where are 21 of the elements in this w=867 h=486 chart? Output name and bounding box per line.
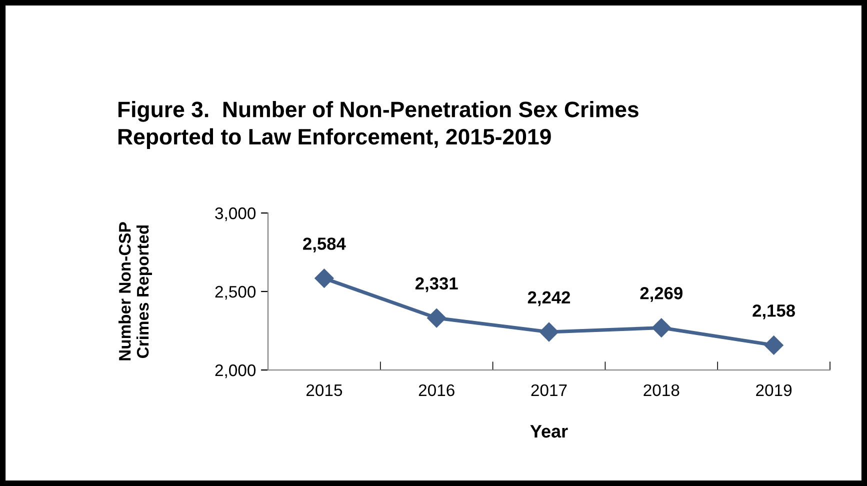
point xyxy=(652,318,671,338)
x-tick-label: 2016 xyxy=(418,384,454,396)
chart-title: Figure 3. Number of Non-Penetration Sex Crimes Reported to Law Enforcement, 2015-2019 xyxy=(118,101,638,149)
x-tick-label: 2017 xyxy=(531,384,567,396)
text: 2,331 xyxy=(415,277,458,292)
y-axis-title: Number Non-CSP Crimes Reported xyxy=(118,222,152,360)
x-tick-label: 2019 xyxy=(756,384,792,396)
point xyxy=(314,268,334,288)
text: 2,584 xyxy=(303,238,346,252)
text: 2,269 xyxy=(640,287,682,302)
x-tick-label: 2015 xyxy=(306,384,342,396)
point xyxy=(539,322,559,342)
x-axis-title: Year xyxy=(530,425,568,438)
point xyxy=(427,308,446,328)
text: 2,158 xyxy=(752,304,795,320)
y-tick-label: 2,500 xyxy=(215,286,256,300)
y-tick-label: 3,000 xyxy=(215,207,256,222)
point xyxy=(764,336,784,355)
text: 2,242 xyxy=(528,291,570,306)
x-tick-label: 2018 xyxy=(644,384,680,396)
y-tick-label: 2,000 xyxy=(215,364,256,378)
